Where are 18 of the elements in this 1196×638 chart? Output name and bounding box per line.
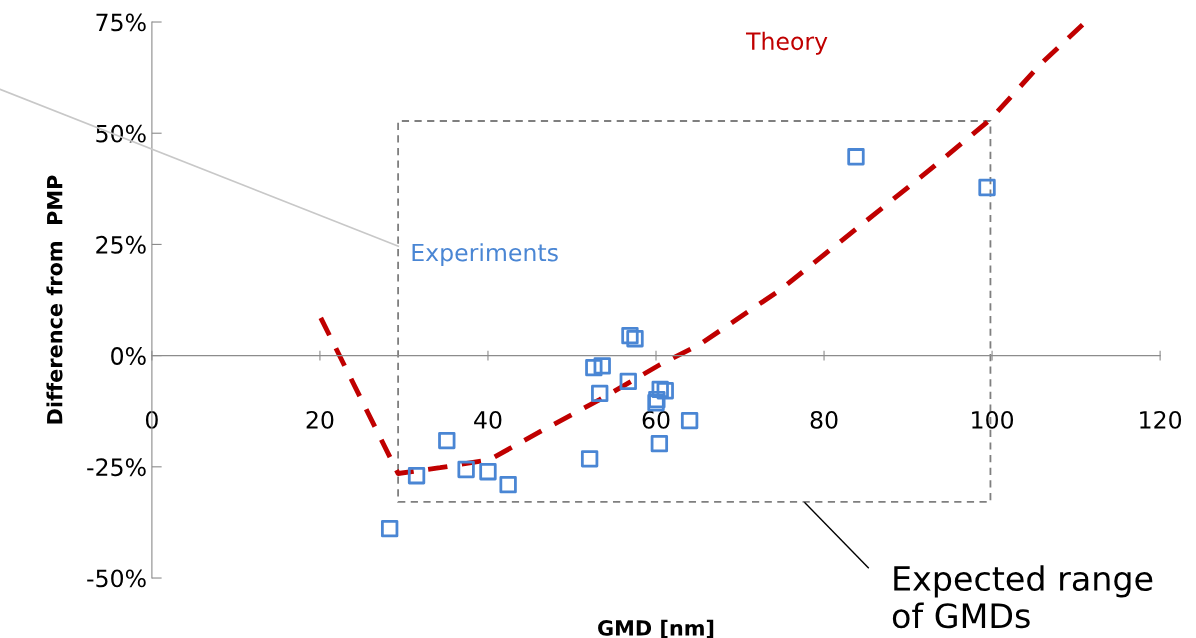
y-axis-title: Difference from PMP [46,175,63,424]
x-tick-label: 0 [145,410,158,429]
y-tick-label: -25% [87,458,146,477]
x-tick-label: 60 [642,410,670,429]
y-tick-label: 0% [111,347,146,365]
x-tick-label: 20 [306,410,334,429]
y-tick-label: 50% [96,124,146,143]
x-tick-label: 120 [1140,410,1182,429]
text: Experiments [412,243,558,267]
annotation: Expected range of GMDs [892,565,1153,629]
y-tick-label: 25% [96,235,146,254]
x-tick-label: 80 [810,410,838,429]
y-tick-label: 75% [96,13,146,32]
x-axis-title: GMD [nm] [598,619,714,638]
y-tick-label: -50% [87,569,146,588]
text: Theory [745,31,828,55]
x-tick-label: 40 [474,410,502,429]
x-tick-label: 100 [972,410,1014,429]
